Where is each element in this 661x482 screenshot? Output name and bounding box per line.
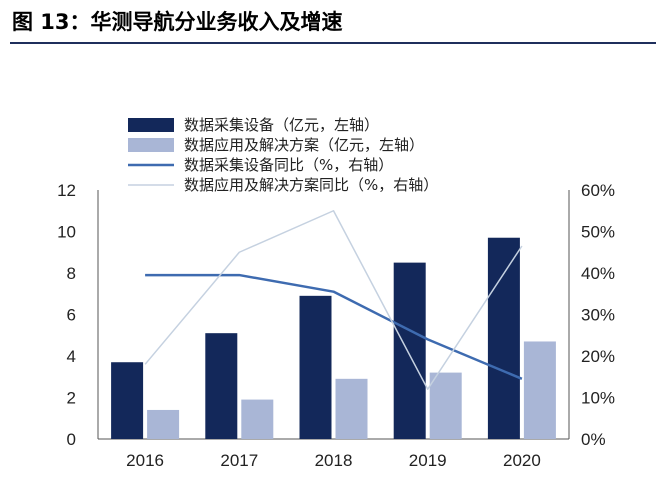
y-left-tick-8: 8 <box>67 264 76 283</box>
bar-data-collection-2017 <box>205 333 238 439</box>
x-tick-labels: 2016 2017 2018 2019 2020 <box>126 451 541 470</box>
y-right-tick-30%: 30% <box>581 306 615 325</box>
y-right-tick-40%: 40% <box>581 264 615 283</box>
x-tick-2017: 2017 <box>220 451 258 470</box>
line-data-application-yoy <box>144 210 523 390</box>
legend-label-2: 数据采集设备同比（%，右轴） <box>184 156 393 174</box>
line-data-collection-yoy <box>145 273 523 380</box>
page-title: 图 13：华测导航分业务收入及增速 <box>12 10 343 34</box>
bar-data-collection-2016 <box>111 362 144 439</box>
bar-data-application-2018 <box>335 378 368 439</box>
legend-swatch-1 <box>128 138 174 152</box>
bar-data-application-2019 <box>429 372 462 439</box>
y-right-tick-50%: 50% <box>581 223 615 242</box>
y-left-tick-2: 2 <box>67 389 76 408</box>
y-right-tick-0%: 0% <box>581 430 606 449</box>
y-left-tick-6: 6 <box>67 306 76 325</box>
bar-data-application-2017 <box>241 399 274 439</box>
y-left-tick-labels: 0 2 4 6 8 10 12 <box>57 181 76 449</box>
chart-bars <box>111 237 556 439</box>
legend-label-3: 数据应用及解决方案同比（%，右轴） <box>184 176 438 194</box>
y-left-tick-4: 4 <box>67 347 76 366</box>
bar-data-collection-2018 <box>299 295 332 439</box>
y-right-tick-10%: 10% <box>581 389 615 408</box>
y-left-tick-12: 12 <box>57 181 76 200</box>
title-bar: 图 13：华测导航分业务收入及增速 <box>0 0 661 44</box>
bar-data-application-2016 <box>147 409 180 439</box>
y-left-tick-0: 0 <box>67 430 76 449</box>
x-tick-2016: 2016 <box>126 451 164 470</box>
y-right-tick-20%: 20% <box>581 347 615 366</box>
y-right-tick-60%: 60% <box>581 181 615 200</box>
bar-data-application-2020 <box>523 341 556 439</box>
chart-lines <box>144 210 523 390</box>
legend-label-1: 数据应用及解决方案（亿元，左轴） <box>184 136 424 154</box>
x-tick-2018: 2018 <box>315 451 353 470</box>
x-tick-2020: 2020 <box>503 451 541 470</box>
legend-swatch-0 <box>128 118 174 132</box>
bar-data-collection-2020 <box>487 237 520 439</box>
bar-data-collection-2019 <box>393 262 426 439</box>
y-right-tick-labels: 0% 10% 20% 30% 40% 50% 60% <box>581 181 615 449</box>
x-tick-2019: 2019 <box>409 451 447 470</box>
title-rule <box>10 42 656 44</box>
y-left-tick-10: 10 <box>57 223 76 242</box>
chart-legend: 数据采集设备（亿元，左轴） 数据应用及解决方案（亿元，左轴） 数据采集设备同比（%，… <box>128 116 438 194</box>
legend-label-0: 数据采集设备（亿元，左轴） <box>184 116 379 134</box>
